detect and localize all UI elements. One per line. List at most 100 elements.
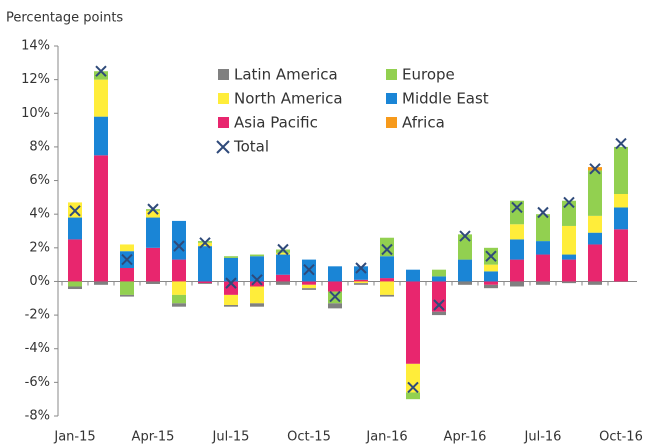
bar-segment: [614, 146, 628, 194]
x-tick-label: Apr-16: [444, 430, 487, 445]
bar-segment: [172, 220, 186, 260]
y-tick-label: 2%: [29, 240, 50, 255]
bar-segment: [198, 246, 212, 282]
bar-segment: [562, 225, 576, 255]
legend-label: Middle East: [402, 90, 489, 108]
x-tick-label: Jan-16: [365, 430, 407, 445]
bar-segment: [588, 170, 602, 216]
bar-segment: [172, 281, 186, 295]
bar-segment: [302, 284, 316, 289]
bar-segment: [276, 249, 290, 253]
total-marker: [381, 243, 393, 256]
bar-segment: [94, 116, 108, 156]
y-tick-label: -6%: [25, 375, 50, 390]
bar-segment: [120, 244, 134, 252]
bar-segment: [224, 294, 238, 305]
y-tick-label: -2%: [25, 308, 50, 323]
bar-segment: [406, 269, 420, 282]
bar-segment: [354, 266, 368, 280]
legend-label: Total: [233, 138, 269, 156]
bar-segment: [146, 281, 160, 284]
y-tick-label: 12%: [21, 72, 50, 87]
legend-label: Latin America: [234, 66, 338, 84]
bar-segment: [146, 210, 160, 218]
y-tick-label: 14%: [21, 39, 50, 54]
total-marker: [95, 65, 107, 77]
bar-segment: [250, 286, 264, 304]
bar-segment: [224, 281, 238, 295]
bar-segment: [510, 224, 524, 240]
bar-segment: [380, 278, 394, 282]
bar-segment: [328, 281, 342, 292]
bar-segment: [94, 79, 108, 117]
total-marker: [589, 163, 601, 175]
bar-segment: [510, 259, 524, 282]
total-marker: [121, 253, 133, 266]
bar-segment: [276, 252, 290, 255]
bar-segment: [146, 247, 160, 282]
bar-segment: [484, 281, 498, 285]
legend-label: Asia Pacific: [234, 114, 318, 132]
legend-swatch: [386, 93, 397, 104]
bar-segment: [432, 281, 446, 312]
bar-segment: [172, 294, 186, 304]
bar-segment: [510, 281, 524, 287]
bar-segment: [120, 281, 134, 295]
total-marker: [69, 205, 81, 217]
legend-label: Europe: [402, 66, 455, 84]
total-marker: [485, 250, 497, 262]
bar-segment: [484, 284, 498, 289]
total-marker: [251, 274, 263, 286]
total-marker: [303, 263, 315, 276]
bar-segment: [276, 274, 290, 282]
bar-segment: [94, 155, 108, 282]
bar-segment: [588, 232, 602, 245]
bar-segment: [484, 271, 498, 282]
bar-segment: [562, 254, 576, 260]
bar-segment: [250, 256, 264, 282]
bar-segment: [224, 256, 238, 258]
bar-segment: [172, 303, 186, 307]
bar-segment: [224, 305, 238, 307]
bar-segment: [68, 239, 82, 282]
y-tick-label: -4%: [25, 341, 50, 356]
bar-segment: [354, 279, 368, 282]
legend-swatch: [218, 117, 229, 128]
bar-segment: [562, 281, 576, 284]
bar-segment: [614, 229, 628, 282]
total-marker: [225, 277, 237, 289]
bar-segment: [224, 257, 238, 282]
total-marker: [511, 201, 523, 214]
bar-segment: [536, 214, 550, 242]
total-marker: [407, 381, 419, 394]
bar-segment: [94, 71, 108, 80]
bar-segment: [536, 281, 550, 285]
y-tick-label: -8%: [25, 409, 50, 424]
bar-segment: [510, 239, 524, 260]
bar-segment: [94, 281, 108, 285]
bar-segment: [562, 200, 576, 226]
bar-segment: [68, 217, 82, 240]
x-tick-label: Apr-15: [132, 430, 175, 445]
x-tick-label: Oct-16: [599, 430, 643, 445]
total-marker: [615, 137, 627, 150]
legend-swatch: [218, 93, 229, 104]
bar-segment: [198, 281, 212, 284]
total-marker: [355, 262, 367, 274]
bar-segment: [68, 281, 82, 287]
bar-segment: [198, 283, 212, 284]
bar-segment: [354, 283, 368, 285]
bar-segment: [536, 254, 550, 282]
bar-segment: [484, 264, 498, 272]
x-tick-label: Oct-15: [287, 430, 331, 445]
x-tick-label: Jul-16: [524, 430, 562, 445]
bar-segment: [562, 259, 576, 282]
legend-swatch: [386, 117, 397, 128]
legend-swatch: [386, 69, 397, 80]
bar-segment: [68, 286, 82, 290]
bar-segment: [276, 281, 290, 285]
bar-segment: [432, 269, 446, 277]
bar-segment: [328, 266, 342, 282]
total-marker: [199, 237, 211, 249]
